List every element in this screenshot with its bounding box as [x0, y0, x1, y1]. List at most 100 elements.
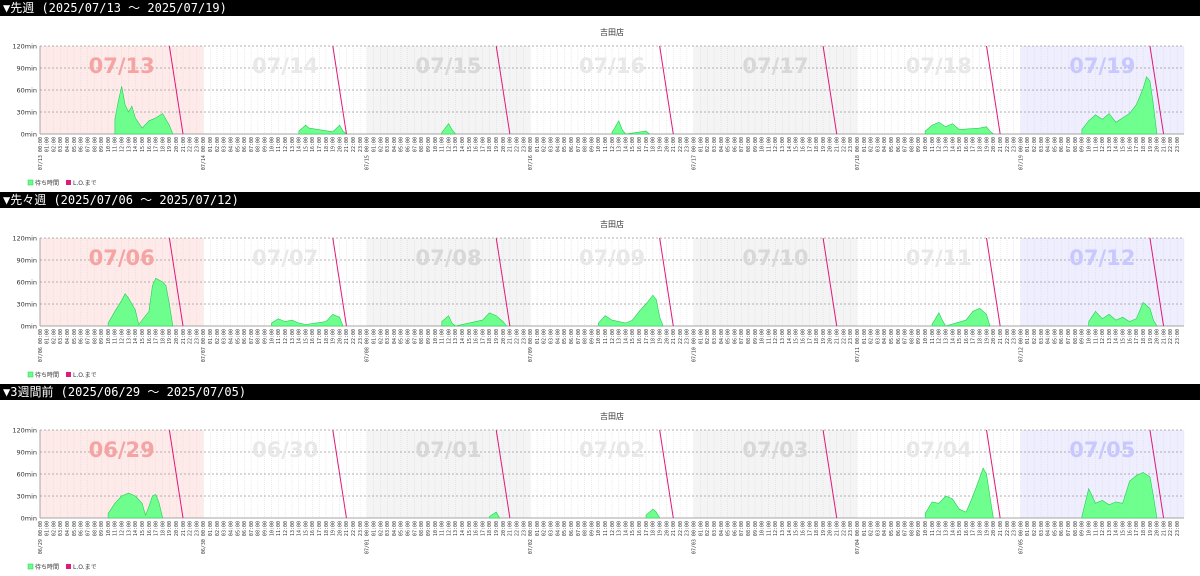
x-tick-label: 13:00 [780, 521, 786, 536]
x-tick-label: 22:00 [678, 137, 684, 152]
x-tick-label: 07/07 00:00 [201, 329, 207, 362]
x-tick-label: 07:00 [86, 521, 92, 536]
x-tick-label: 20:00 [501, 137, 507, 152]
day-watermark-label: 07/01 [416, 438, 482, 462]
x-tick-label: 15:00 [140, 329, 146, 344]
x-tick-label: 07:00 [249, 329, 255, 344]
legend-lo-swatch [66, 180, 71, 185]
x-tick-label: 18:00 [651, 329, 657, 344]
x-tick-label: 14:00 [1114, 521, 1120, 536]
x-tick-label: 05:00 [235, 137, 241, 152]
x-tick-label: 14:00 [623, 329, 629, 344]
waiting-time-chart-last-week: 吉田店 0min 30min 60min 90min 120min 07/13 07/14 07… [0, 18, 1200, 192]
x-tick-label: 23:00 [848, 521, 854, 536]
x-tick-label: 18:00 [487, 137, 493, 152]
x-tick-label: 12:00 [120, 521, 126, 536]
x-tick-label: 23:00 [194, 329, 200, 344]
x-tick-label: 10:00 [923, 329, 929, 344]
legend-lo-swatch [66, 564, 71, 569]
x-tick-label: 14:00 [623, 521, 629, 536]
x-tick-label: 15:00 [794, 137, 800, 152]
x-tick-label: 18:00 [978, 329, 984, 344]
x-tick-label: 11:00 [766, 521, 772, 536]
x-tick-label: 11:00 [930, 329, 936, 344]
x-tick-label: 20:00 [664, 329, 670, 344]
x-tick-label: 02:00 [51, 329, 57, 344]
y-tick-label: 60min [16, 471, 37, 479]
x-tick-label: 10:00 [269, 521, 275, 536]
x-tick-label: 05:00 [889, 329, 895, 344]
x-tick-label: 10:00 [1087, 521, 1093, 536]
x-tick-label: 15:00 [140, 521, 146, 536]
x-tick-label: 13:00 [617, 329, 623, 344]
x-tick-label: 16:00 [147, 521, 153, 536]
x-tick-label: 17:00 [317, 137, 323, 152]
x-tick-label: 03:00 [58, 521, 64, 536]
x-tick-label: 05:00 [72, 137, 78, 152]
x-tick-label: 05:00 [562, 329, 568, 344]
x-tick-label: 19:00 [1148, 521, 1154, 536]
legend-lo-label: L.O.まで [73, 564, 97, 571]
x-tick-label: 04:00 [229, 329, 235, 344]
x-tick-label: 01:00 [535, 521, 541, 536]
x-tick-label: 07/03 00:00 [692, 521, 698, 554]
chart-title: 吉田店 [600, 27, 624, 37]
x-tick-label: 17:00 [1134, 521, 1140, 536]
x-tick-label: 15:00 [1121, 329, 1127, 344]
x-tick-label: 15:00 [467, 329, 473, 344]
x-tick-label: 06/29 00:00 [38, 521, 44, 554]
x-tick-label: 17:00 [971, 329, 977, 344]
x-tick-label: 10:00 [433, 521, 439, 536]
waiting-time-chart-three-weeks-ago: 吉田店0min30min60min90min120min06/29 06/30 07… [0, 402, 1200, 576]
x-tick-label: 01:00 [698, 329, 704, 344]
x-tick-label: 17:00 [644, 329, 650, 344]
x-tick-label: 10:00 [923, 521, 929, 536]
x-tick-label: 19:00 [167, 137, 173, 152]
x-tick-label: 06:00 [732, 329, 738, 344]
x-tick-label: 04:00 [392, 521, 398, 536]
x-tick-label: 10:00 [433, 329, 439, 344]
x-tick-label: 04:00 [719, 521, 725, 536]
x-tick-label: 13:00 [1107, 137, 1113, 152]
x-tick-label: 09:00 [99, 521, 105, 536]
waiting-time-chart-two-weeks-ago: 吉田店 0min 30min 60min 90min 120min 07/06 07/07 07… [0, 210, 1200, 384]
x-tick-label: 07/16 00:00 [528, 137, 534, 170]
x-tick-label: 21:00 [1161, 137, 1167, 152]
x-tick-label: 23:00 [1012, 329, 1018, 344]
x-tick-label: 09:00 [263, 521, 269, 536]
x-tick-label: 11:00 [930, 137, 936, 152]
x-tick-label: 03:00 [385, 329, 391, 344]
x-tick-label: 18:00 [324, 329, 330, 344]
x-tick-label: 03:00 [222, 521, 228, 536]
x-tick-label: 05:00 [562, 521, 568, 536]
x-tick-label: 23:00 [685, 521, 691, 536]
x-tick-label: 16:00 [637, 329, 643, 344]
x-tick-label: 16:00 [147, 137, 153, 152]
x-tick-label: 10:00 [106, 329, 112, 344]
y-tick-label: 120min [12, 427, 37, 435]
x-tick-label: 11:00 [276, 329, 282, 344]
x-tick-label: 11:00 [440, 137, 446, 152]
x-tick-label: 04:00 [1046, 137, 1052, 152]
x-tick-label: 20:00 [991, 329, 997, 344]
x-tick-label: 18:00 [160, 329, 166, 344]
x-tick-label: 09:00 [1080, 137, 1086, 152]
x-tick-label: 01:00 [45, 137, 51, 152]
x-tick-label: 22:00 [1168, 137, 1174, 152]
x-tick-label: 07/05 00:00 [1018, 521, 1024, 554]
x-tick-label: 13:00 [944, 329, 950, 344]
x-tick-label: 21:00 [181, 521, 187, 536]
week-header-three-weeks-ago: ▼3週間前 (2025/06/29 〜 2025/07/05) [0, 384, 1200, 400]
x-tick-label: 09:00 [916, 521, 922, 536]
x-tick-label: 22:00 [1005, 137, 1011, 152]
x-tick-label: 20:00 [991, 521, 997, 536]
x-tick-label: 12:00 [773, 521, 779, 536]
x-tick-label: 23:00 [1175, 521, 1181, 536]
x-tick-label: 04:00 [229, 521, 235, 536]
x-tick-label: 22:00 [351, 137, 357, 152]
x-tick-label: 04:00 [65, 329, 71, 344]
x-tick-label: 11:00 [276, 137, 282, 152]
x-tick-label: 15:00 [957, 137, 963, 152]
x-tick-label: 11:00 [766, 137, 772, 152]
x-tick-label: 21:00 [998, 521, 1004, 536]
